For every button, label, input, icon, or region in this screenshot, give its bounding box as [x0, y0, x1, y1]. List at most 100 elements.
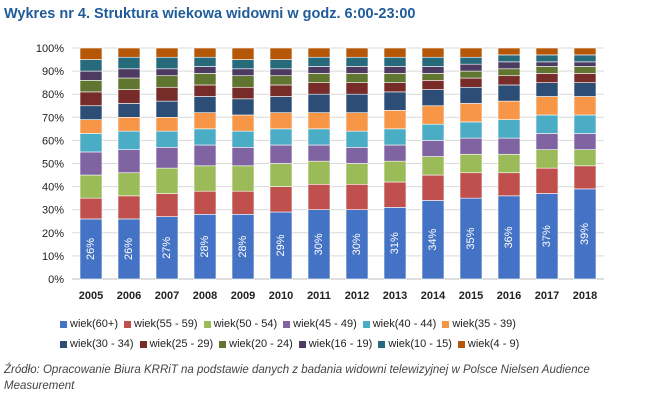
data-label: 30%: [351, 233, 363, 255]
bar-segment: [535, 54, 559, 63]
bar-segment: [269, 144, 293, 164]
x-tick-label: 2008: [193, 290, 217, 302]
legend-swatch: [139, 340, 147, 348]
bar-segment: [345, 147, 369, 164]
data-label: 27%: [161, 237, 173, 259]
bar-segment: [535, 47, 559, 56]
bar-segment: [573, 61, 597, 67]
bar-segment: [383, 73, 407, 83]
legend-label: wiek(40 - 44): [372, 318, 437, 330]
bar-segment: [231, 75, 255, 88]
bar-segment: [383, 110, 407, 130]
bar-segment: [573, 47, 597, 56]
y-tick-label: 60%: [42, 135, 64, 147]
bar-segment: [269, 59, 293, 70]
y-tick-label: 90%: [42, 66, 64, 78]
bar-segment: [79, 174, 103, 199]
legend-item: wiek(60+): [60, 318, 118, 330]
legend-swatch: [283, 320, 291, 328]
bar-segment: [155, 117, 179, 132]
x-tick-label: 2012: [345, 290, 369, 302]
y-tick-label: 50%: [42, 159, 64, 171]
bar-segment: [269, 96, 293, 113]
bar-segment: [535, 167, 559, 194]
bar-segment: [307, 144, 331, 162]
grid-lines: [72, 47, 604, 280]
legend-swatch: [219, 340, 227, 348]
legend-label: wiek(55 - 59): [134, 318, 198, 330]
bar-segment: [573, 165, 597, 190]
legend-swatch: [124, 320, 131, 328]
bar-segment: [535, 96, 559, 116]
bar-segment: [117, 47, 141, 58]
legend-label: wiek(20 - 24): [229, 338, 293, 350]
bar-segment: [421, 56, 445, 67]
x-tick-label: 2015: [459, 290, 483, 302]
bar-segment: [155, 130, 179, 148]
legend-row: wiek(30 - 34) wiek(25 - 29) wiek(20 - 24) w…: [60, 334, 620, 354]
bar-segment: [307, 183, 331, 210]
bar-segment: [155, 193, 179, 217]
bar-segment: [383, 82, 407, 93]
bar-segment: [573, 54, 597, 63]
stacked-bar-chart: 0%10%20%30%40%50%60%70%80%90%100% 2005 20…: [36, 43, 604, 302]
bar-segment: [231, 130, 255, 148]
bar-segment: [421, 174, 445, 201]
bar-segment: [155, 147, 179, 169]
legend-item: wiek(40 - 44): [362, 318, 437, 330]
bar-segment: [269, 84, 293, 97]
y-tick-label: 0%: [48, 274, 64, 286]
bar-segment: [573, 133, 597, 150]
bar-segment: [155, 68, 179, 77]
bar-segment: [497, 100, 521, 120]
bar-segment: [117, 103, 141, 118]
bar-segment: [421, 66, 445, 74]
bar-segment: [155, 167, 179, 194]
data-label: 35%: [465, 227, 477, 249]
legend-item: wiek(30 - 34): [60, 338, 134, 350]
data-label: 39%: [579, 223, 591, 245]
bar-segment: [535, 73, 559, 83]
bar-segment: [497, 153, 521, 174]
bar-segment: [497, 119, 521, 139]
legend-label: wiek(30 - 34): [70, 338, 134, 350]
bar-segment: [459, 70, 483, 79]
bar-segment: [193, 84, 217, 97]
bar-segment: [535, 133, 559, 150]
bar-segment: [193, 96, 217, 113]
bar-segment: [231, 190, 255, 215]
legend-swatch: [60, 320, 67, 328]
bar-segment: [345, 130, 369, 148]
data-label: 28%: [237, 235, 249, 257]
legend-label: wiek(4 - 9): [467, 338, 520, 350]
legend-label: wiek(45 - 49): [293, 318, 357, 330]
bar-segment: [497, 75, 521, 86]
bar-segment: [459, 172, 483, 199]
legend-row: wiek(60+) wiek(55 - 59) wiek(50 - 54) wiek(…: [60, 314, 620, 334]
bar-segment: [573, 82, 597, 97]
bar-segment: [307, 56, 331, 67]
x-tick-label: 2010: [269, 290, 293, 302]
bar-segment: [193, 47, 217, 58]
bar-segment: [155, 47, 179, 58]
x-tick-label: 2014: [421, 290, 446, 302]
bar-segment: [193, 144, 217, 167]
bar-segment: [573, 96, 597, 116]
bar-segment: [573, 149, 597, 167]
bar-segment: [383, 144, 407, 162]
bar-segment: [421, 73, 445, 81]
bar-segment: [345, 82, 369, 95]
legend: wiek(60+) wiek(55 - 59) wiek(50 - 54) wiek(…: [60, 314, 620, 354]
bar-segment: [231, 114, 255, 132]
legend-swatch: [442, 320, 450, 328]
bar-segment: [79, 133, 103, 153]
x-tick-label: 2005: [79, 290, 103, 302]
bar-segment: [231, 86, 255, 100]
bars: [79, 47, 597, 280]
x-tick-label: 2006: [117, 290, 141, 302]
data-label: 30%: [313, 233, 325, 255]
bar-segment: [269, 163, 293, 187]
bar-segment: [155, 75, 179, 88]
bar-segment: [345, 112, 369, 132]
bar-segment: [155, 86, 179, 102]
